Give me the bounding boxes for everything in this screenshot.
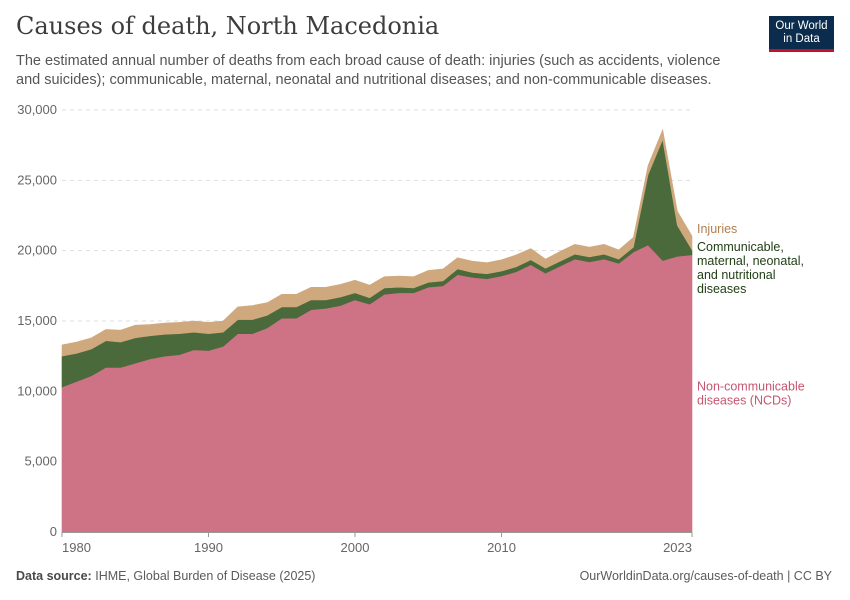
logo-line-2: in Data bbox=[783, 33, 820, 45]
y-tick-label: 25,000 bbox=[17, 172, 57, 187]
x-tick-label: 1980 bbox=[62, 540, 91, 555]
y-tick-label: 15,000 bbox=[17, 313, 57, 328]
data-source: Data source: IHME, Global Burden of Dise… bbox=[16, 569, 315, 583]
x-tick-label: 2023 bbox=[663, 540, 692, 555]
chart-title: Causes of death, North Macedonia bbox=[16, 12, 440, 40]
x-tick-label: 2000 bbox=[341, 540, 370, 555]
source-url-link[interactable]: OurWorldinData.org/causes-of-death | CC … bbox=[579, 569, 832, 583]
chart-subtitle: The estimated annual number of deaths fr… bbox=[16, 53, 721, 88]
area-injuries[interactable] bbox=[61, 128, 693, 357]
data-source-text: IHME, Global Burden of Disease (2025) bbox=[95, 569, 316, 583]
data-source-label: Data source: bbox=[16, 569, 92, 583]
series-label-ncd: Non-communicable diseases (NCDs) bbox=[697, 379, 805, 407]
y-tick-label: 30,000 bbox=[17, 102, 57, 117]
x-tick-label: 2010 bbox=[487, 540, 516, 555]
logo-line-1: Our World bbox=[775, 20, 828, 32]
series-label-communicable: Communicable, maternal, neonatal, and nutr… bbox=[697, 240, 804, 296]
y-tick-label: 5,000 bbox=[24, 454, 57, 469]
y-tick-label: 20,000 bbox=[17, 243, 57, 258]
x-tick-label: 1990 bbox=[194, 540, 223, 555]
owid-logo[interactable]: Our World in Data bbox=[769, 16, 834, 52]
series-label-injuries: Injuries bbox=[697, 222, 737, 236]
y-tick-label: 10,000 bbox=[17, 383, 57, 398]
y-tick-label: 0 bbox=[50, 524, 57, 539]
